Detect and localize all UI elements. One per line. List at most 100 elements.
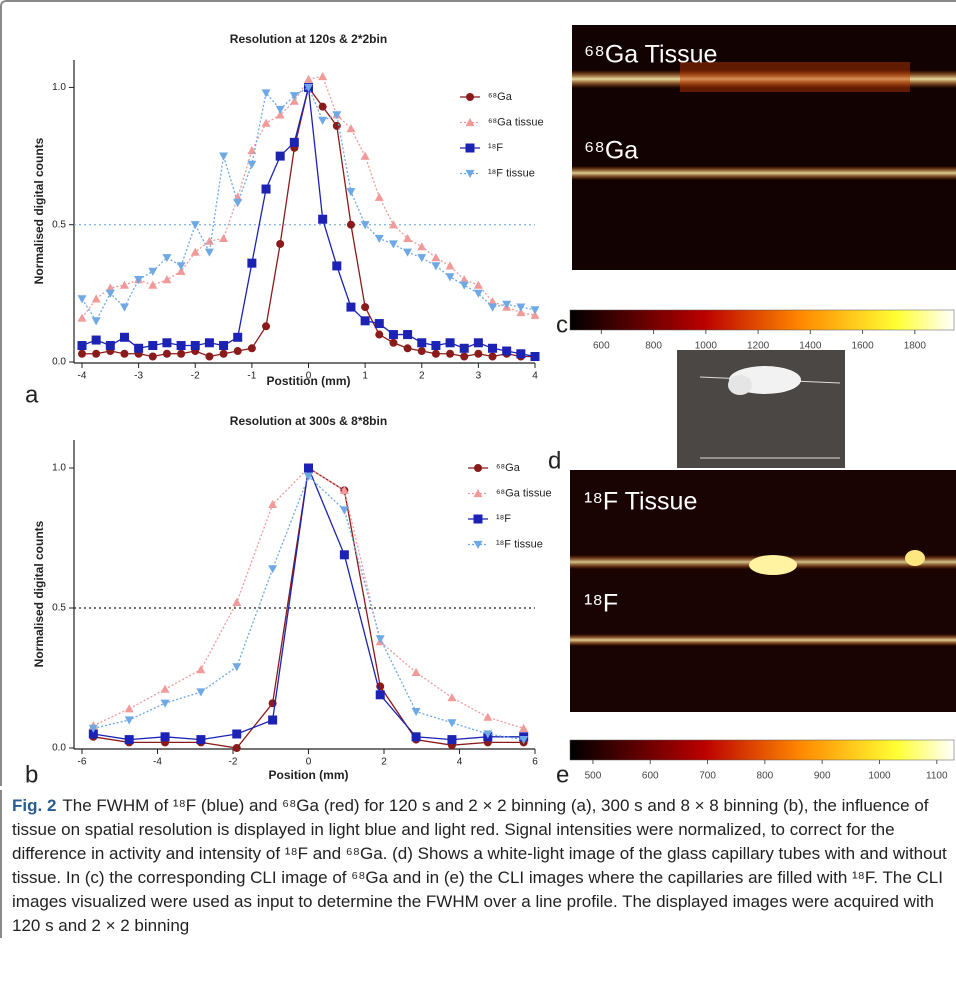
y-tick-label: 1.0 xyxy=(52,82,66,93)
data-point xyxy=(388,220,398,229)
data-point xyxy=(120,349,129,358)
data-point xyxy=(411,732,421,742)
data-point xyxy=(91,294,101,303)
data-point xyxy=(160,699,170,708)
image-label: ¹⁸F Tissue xyxy=(584,488,697,516)
series-line xyxy=(81,87,536,358)
colorbar-tick-label: 1000 xyxy=(868,771,891,782)
x-tick-label: -1 xyxy=(247,371,256,382)
data-point xyxy=(233,199,243,208)
legend-label: ⁶⁸Ga xyxy=(496,462,521,474)
y-tick-label: 0.5 xyxy=(52,603,66,614)
data-point xyxy=(417,338,427,348)
data-point xyxy=(196,735,206,745)
data-point xyxy=(219,341,229,351)
data-point xyxy=(289,96,299,105)
data-point xyxy=(148,280,158,289)
data-point xyxy=(119,280,129,289)
data-point xyxy=(403,344,412,353)
data-point xyxy=(148,341,158,351)
data-point xyxy=(77,341,87,351)
data-point xyxy=(204,236,214,245)
legend-label: ⁶⁸Ga tissue xyxy=(488,116,544,128)
cli-image-e: ¹⁸F Tissue ¹⁸F xyxy=(570,470,956,712)
data-point xyxy=(417,242,427,251)
data-point xyxy=(473,338,483,348)
data-point xyxy=(91,335,101,345)
x-tick-label: -3 xyxy=(134,371,143,382)
data-point xyxy=(431,349,440,358)
data-point xyxy=(375,690,385,700)
colorbar xyxy=(569,309,955,331)
data-point xyxy=(261,118,271,127)
data-point xyxy=(403,248,413,257)
data-point xyxy=(411,708,421,717)
data-point xyxy=(148,352,157,361)
data-point xyxy=(502,346,512,356)
x-tick-label: -4 xyxy=(153,757,162,768)
image-label: ⁶⁸Ga xyxy=(584,137,638,165)
caption-text: The FWHM of ¹⁸F (blue) and ⁶⁸Ga (red) fo… xyxy=(12,796,947,935)
data-point xyxy=(247,258,257,268)
data-point xyxy=(304,463,313,473)
series-line xyxy=(81,86,536,323)
data-point xyxy=(339,485,349,494)
data-point xyxy=(105,341,115,351)
data-point xyxy=(388,330,398,340)
panel-letter: c xyxy=(556,311,568,338)
data-point xyxy=(474,349,483,358)
data-point xyxy=(119,303,129,312)
x-tick-label: 2 xyxy=(381,757,387,768)
data-point xyxy=(289,92,299,101)
data-point xyxy=(488,297,498,306)
data-point xyxy=(516,349,526,359)
data-point xyxy=(417,254,427,263)
white-light-photo xyxy=(677,350,845,468)
data-point xyxy=(460,352,469,361)
data-point xyxy=(176,266,186,275)
data-point xyxy=(124,704,134,713)
data-point xyxy=(276,239,285,248)
data-point xyxy=(160,732,170,742)
x-tick-label: 1 xyxy=(362,371,368,382)
data-point xyxy=(304,83,313,92)
caption: Fig. 2 The FWHM of ¹⁸F (blue) and ⁶⁸Ga (r… xyxy=(0,790,956,938)
data-point xyxy=(204,248,214,257)
data-point xyxy=(339,506,349,515)
legend-label: ⁶⁸Ga xyxy=(488,91,513,103)
colorbar-tick-label: 600 xyxy=(593,341,610,352)
data-point xyxy=(360,221,370,230)
data-point xyxy=(88,724,98,733)
data-point xyxy=(447,719,457,728)
image-label: ¹⁸F xyxy=(584,590,618,618)
data-point xyxy=(519,736,529,745)
x-tick-label: -6 xyxy=(78,757,87,768)
data-point xyxy=(232,744,241,752)
data-point xyxy=(134,343,144,353)
x-tick-label: 0 xyxy=(306,371,312,382)
colorbar xyxy=(569,739,955,761)
data-point xyxy=(268,715,278,725)
data-point xyxy=(445,338,455,348)
y-axis-label: Normalised digital counts xyxy=(32,137,46,284)
data-point xyxy=(275,105,285,114)
data-point xyxy=(275,110,285,119)
figure: ⁶⁸Ga Tissue ⁶⁸Ga c d ¹⁸F Tissue ¹⁸F e Re… xyxy=(25,25,956,788)
data-point xyxy=(247,160,257,169)
data-point xyxy=(219,349,228,358)
colorbar-tick-label: 1100 xyxy=(926,771,948,782)
y-tick-label: 0.0 xyxy=(52,743,66,754)
data-point xyxy=(488,352,497,361)
colorbar-tick-label: 1200 xyxy=(747,341,770,352)
y-tick-label: 0.0 xyxy=(52,357,66,368)
data-point xyxy=(473,289,483,298)
data-point xyxy=(447,735,457,745)
legend-label: ¹⁸F xyxy=(496,513,511,525)
data-point xyxy=(445,273,455,282)
legend-marker xyxy=(473,489,483,498)
data-point xyxy=(162,349,171,358)
data-point xyxy=(346,302,356,312)
data-point xyxy=(530,310,540,319)
data-point xyxy=(530,352,540,362)
data-point xyxy=(417,347,426,356)
